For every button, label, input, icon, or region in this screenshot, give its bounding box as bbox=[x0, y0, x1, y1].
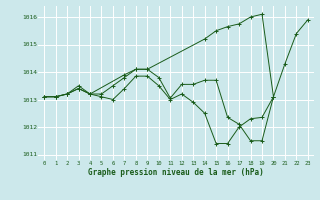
X-axis label: Graphe pression niveau de la mer (hPa): Graphe pression niveau de la mer (hPa) bbox=[88, 168, 264, 177]
